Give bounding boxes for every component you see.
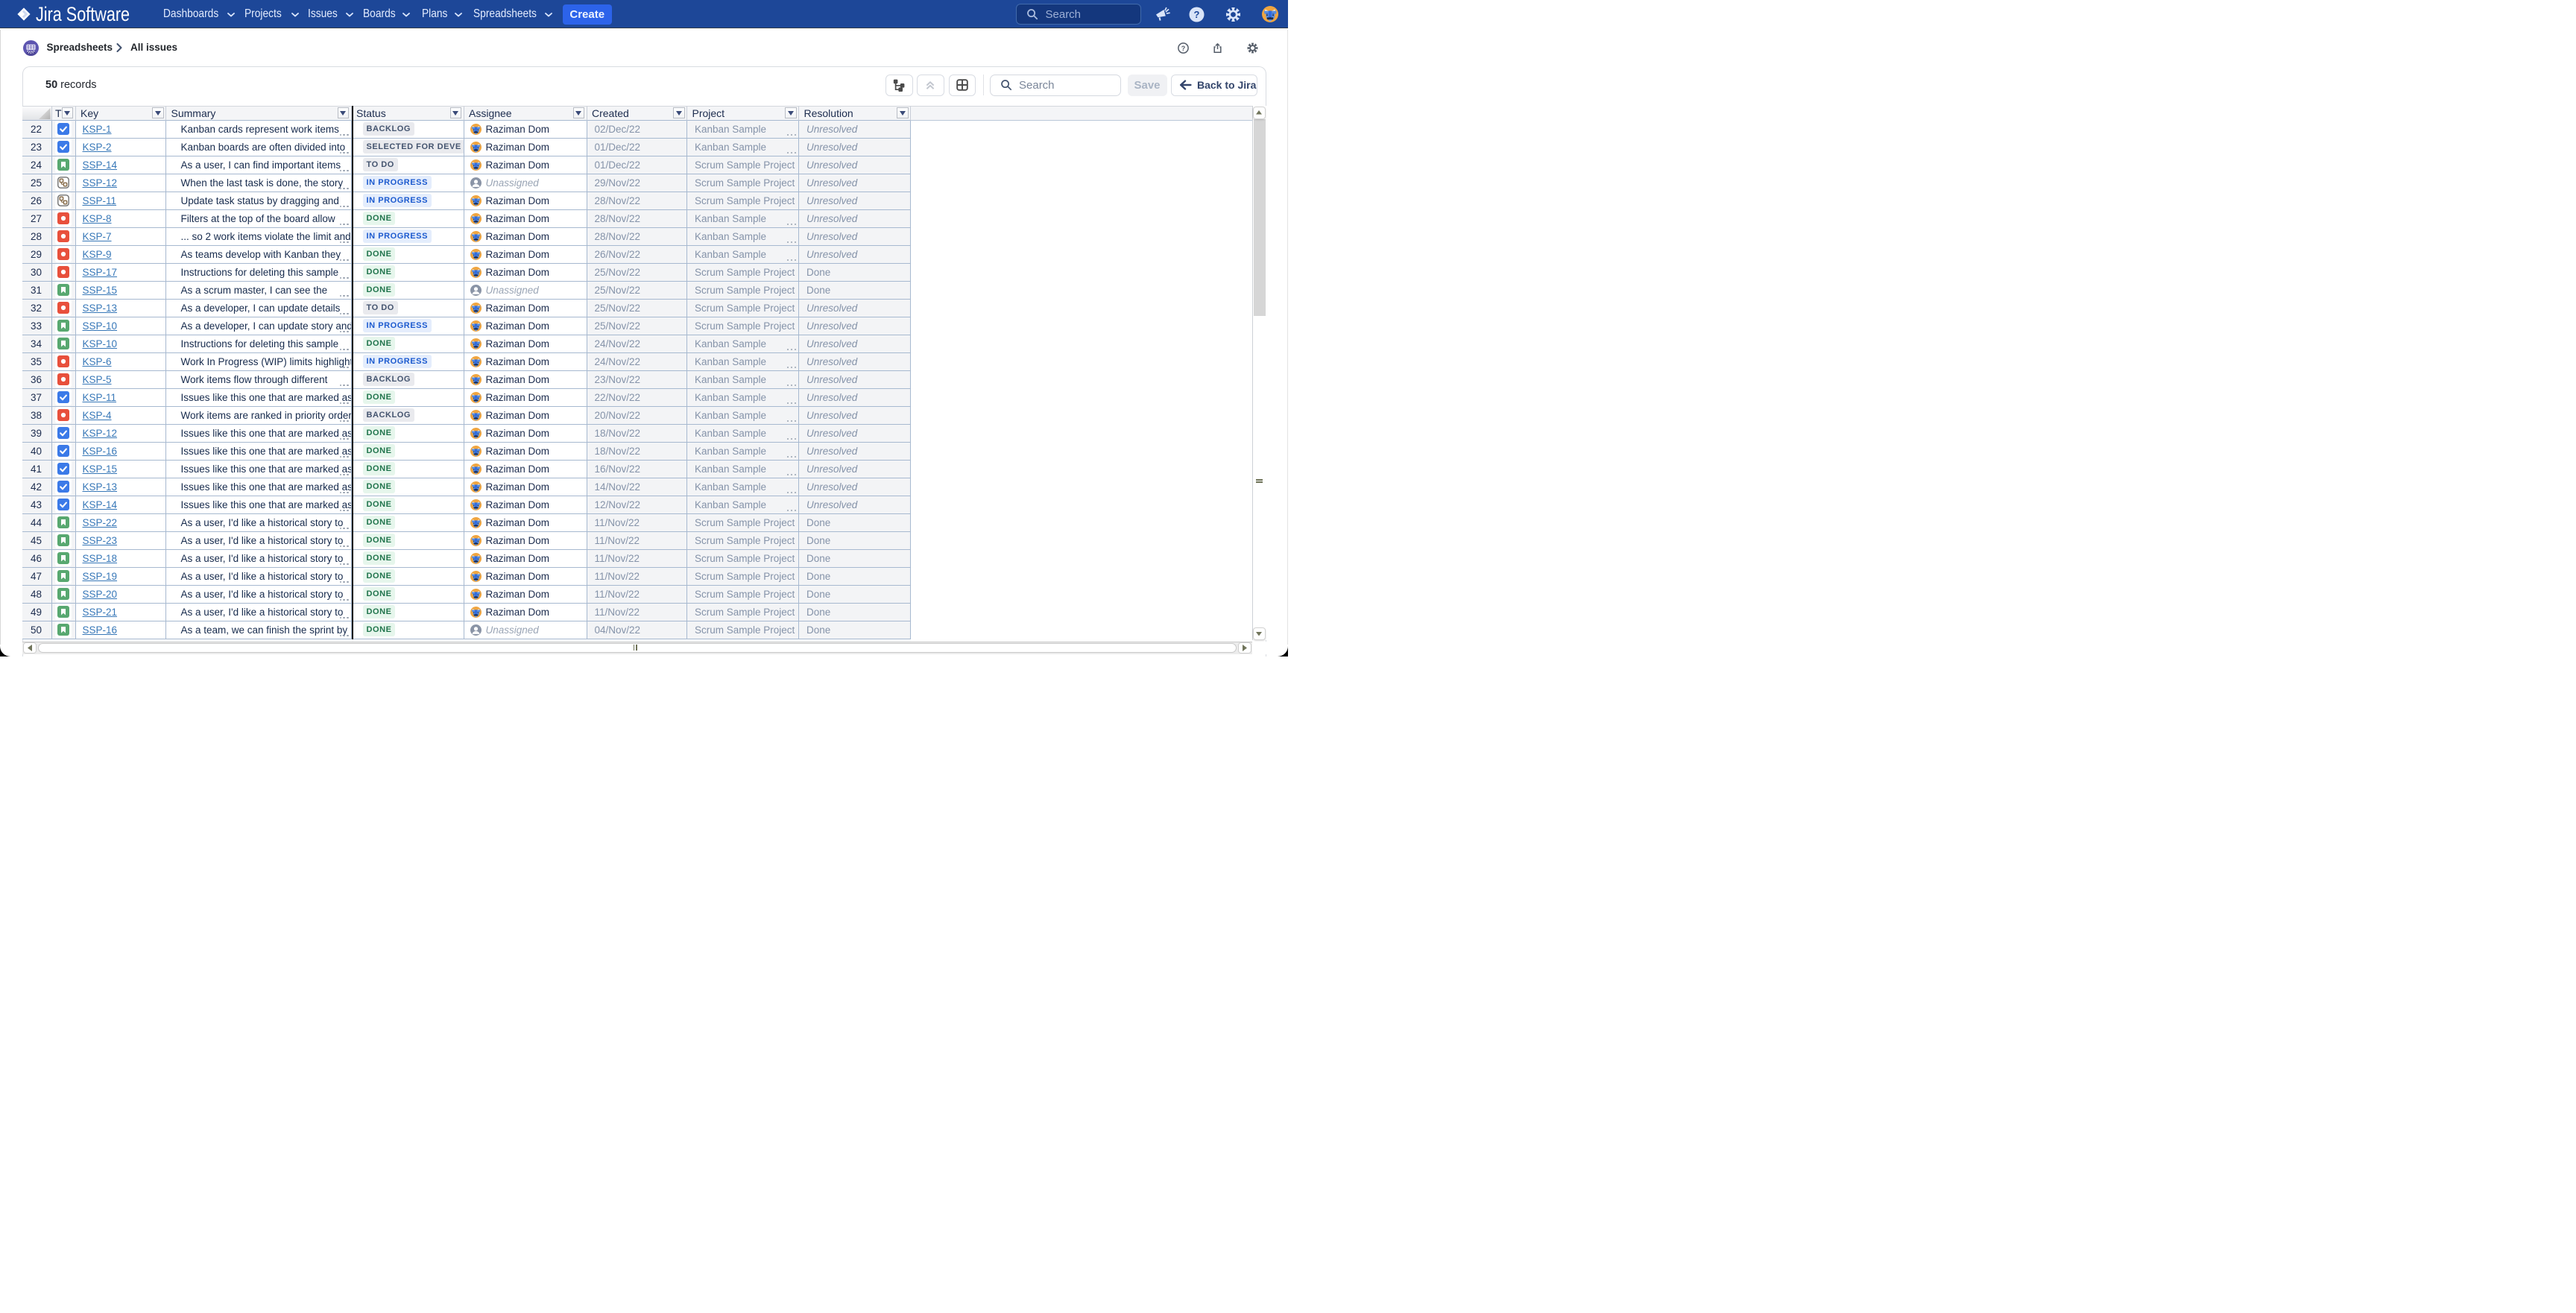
svg-text:?: ? — [1194, 9, 1200, 20]
svg-text:?: ? — [1181, 45, 1186, 52]
